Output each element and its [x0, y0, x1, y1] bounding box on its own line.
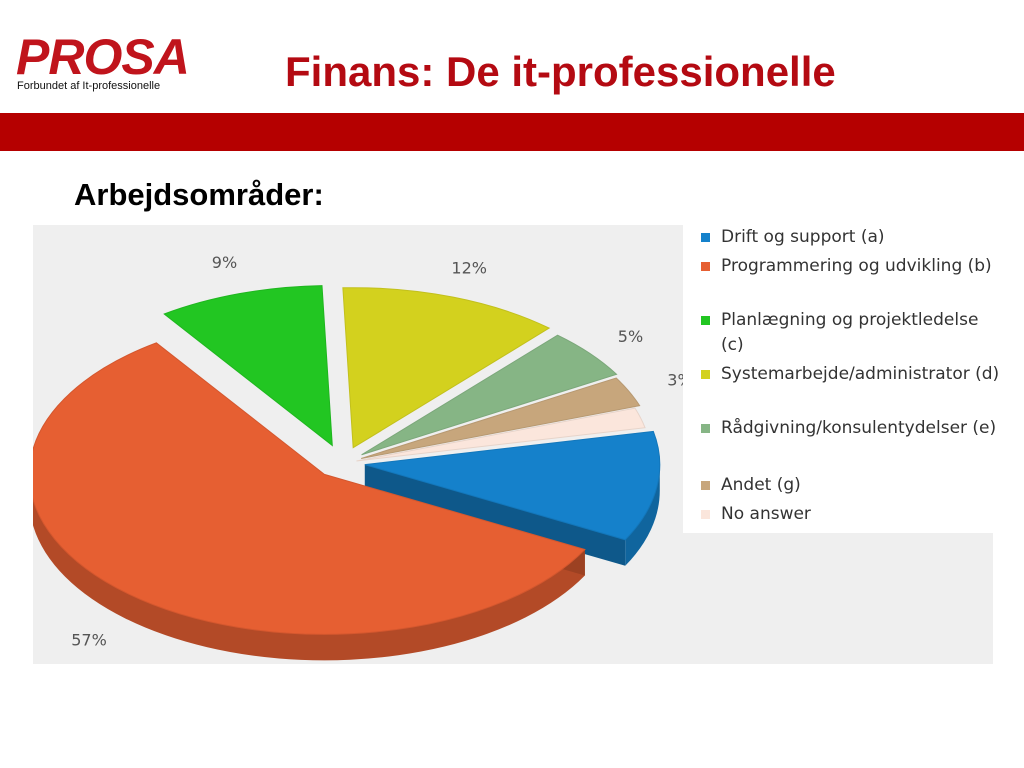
slice-value-label: 3%: [667, 370, 683, 389]
prosa-logo: PROSA Forbundet af It-professionelle: [16, 30, 206, 94]
slide-title: Finans: De it-professionelle: [285, 48, 836, 95]
legend-swatch: [701, 510, 710, 519]
chart-legend: Drift og support (a) Programmering og udv…: [683, 225, 999, 533]
legend-label: Drift og support (a): [721, 227, 885, 247]
legend-swatch: [701, 233, 710, 242]
slide-subtitle: Arbejdsområder:: [74, 177, 324, 212]
legend-label: Planlægning og projektledelse (c): [721, 310, 979, 355]
legend-label: Andet (g): [721, 475, 801, 495]
legend-swatch: [701, 481, 710, 490]
slice-value-label: 12%: [451, 259, 487, 278]
pie-slice-face: [364, 464, 626, 566]
pie-slice: [361, 334, 618, 456]
pie-slice: [33, 342, 586, 635]
pie-slice: [364, 430, 661, 541]
pie-chart: 11%57%9%12%5%3%2%: [33, 253, 683, 661]
logo-wordmark: PROSA: [16, 29, 190, 85]
legend-swatch: [701, 262, 710, 271]
slice-value-label: 9%: [212, 253, 237, 272]
legend-label: Rådgivning/konsulentydelser (e): [721, 418, 997, 438]
logo-tagline: Forbundet af It-professionelle: [17, 80, 161, 92]
slice-value-label: 5%: [618, 327, 643, 346]
legend-swatch: [701, 370, 710, 379]
legend-swatch: [701, 424, 710, 433]
pie-slice: [342, 287, 551, 449]
slice-value-label: 57%: [71, 631, 107, 650]
legend-label: No answer: [721, 504, 811, 524]
pie-slice: [361, 377, 641, 459]
pie-slice: [163, 285, 333, 447]
legend-label: Systemarbejde/administrator (d): [721, 364, 1000, 384]
legend-swatch: [701, 316, 710, 325]
chart-panel: 11%57%9%12%5%3%2% Drift og support (a)Pr…: [33, 225, 999, 664]
pie-slice: [356, 407, 646, 462]
pie-slice-side: [625, 464, 660, 566]
legend-label: Programmering og udvikling (b): [721, 256, 992, 276]
title-bar: [0, 113, 1024, 151]
